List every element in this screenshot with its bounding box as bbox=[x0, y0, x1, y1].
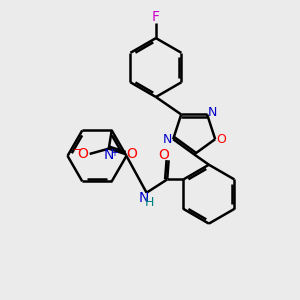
Text: H: H bbox=[145, 196, 154, 209]
Text: −: − bbox=[73, 146, 82, 155]
Text: O: O bbox=[78, 147, 88, 161]
Text: O: O bbox=[126, 147, 137, 161]
Text: F: F bbox=[152, 10, 160, 24]
Text: N: N bbox=[139, 191, 149, 205]
Text: O: O bbox=[217, 133, 226, 146]
Text: N: N bbox=[208, 106, 217, 118]
Text: N: N bbox=[103, 148, 114, 162]
Text: O: O bbox=[158, 148, 169, 162]
Text: +: + bbox=[110, 148, 118, 158]
Text: N: N bbox=[163, 133, 172, 146]
